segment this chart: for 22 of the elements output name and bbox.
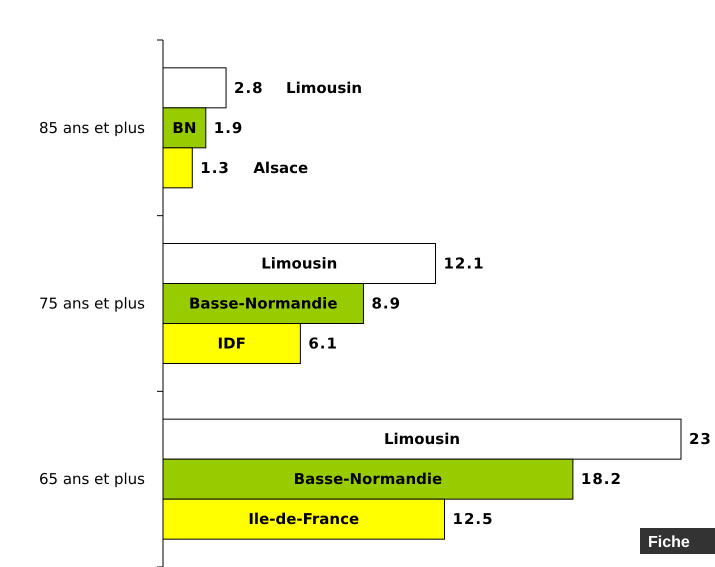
annotation: Ile-de-France [248, 510, 360, 528]
annotation: Limousin [286, 78, 362, 97]
data-label: 23 [689, 430, 712, 448]
data-label: 18.2 [580, 470, 622, 488]
annotation: Limousin [384, 430, 460, 448]
data-label: 1.3 [200, 158, 230, 177]
data-label: 1.9 [214, 118, 244, 137]
annotation: Alsace [253, 158, 308, 177]
data-label: 8.9 [371, 294, 402, 312]
data-label: 6.1 [308, 334, 338, 352]
annotation: Basse-Normandie [294, 470, 442, 488]
data-label: 12.1 [444, 254, 485, 272]
annotation: IDF [218, 334, 246, 352]
data-label: 12.5 [452, 510, 494, 528]
annotation: Fiche [648, 534, 690, 551]
y-tick-label: 65 ans et plus [38, 470, 146, 488]
y-tick-label: 85 ans et plus [38, 118, 146, 137]
annotation: BN [172, 118, 196, 137]
data-label: 2.8 [234, 78, 264, 97]
annotation: Limousin [261, 254, 338, 272]
y-tick-label: 75 ans et plus [38, 294, 146, 312]
annotation: Basse-Normandie [188, 294, 338, 312]
